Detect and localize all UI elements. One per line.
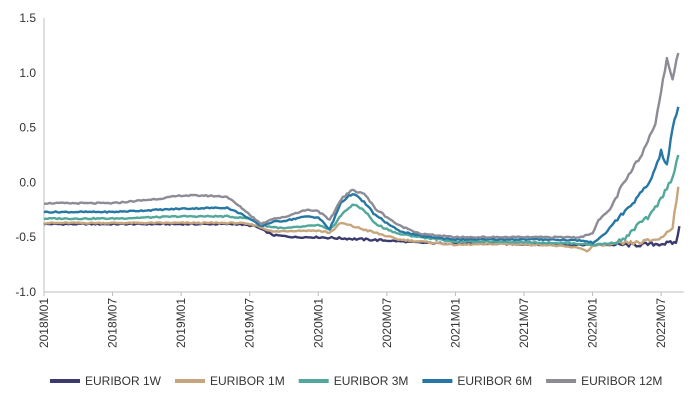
- legend-label-euribor-12m: EURIBOR 12M: [581, 374, 662, 388]
- legend-label-euribor-1w: EURIBOR 1W: [85, 374, 162, 388]
- y-tick-label: -1.0: [15, 285, 36, 299]
- x-tick-label: 2018M01: [37, 298, 51, 348]
- y-tick-label: 0.0: [19, 175, 36, 189]
- series-line-euribor-1w: [43, 222, 681, 248]
- x-tick-label: 2019M07: [243, 298, 257, 348]
- x-tick-label: 2022M07: [654, 298, 668, 348]
- x-tick-label: 2021M07: [517, 298, 531, 348]
- series-line-euribor-12m: [43, 52, 680, 240]
- series-line-euribor-3m: [43, 154, 680, 247]
- legend-label-euribor-6m: EURIBOR 6M: [457, 374, 532, 388]
- y-tick-label: -0.5: [15, 230, 36, 244]
- x-tick-label: 2020M07: [380, 298, 394, 348]
- y-tick-label: 1.0: [19, 66, 36, 80]
- axes: [43, 18, 684, 293]
- x-tick-label: 2018M07: [106, 298, 120, 348]
- y-tick-labels: 1.5 1.0 0.5 0.0 -0.5 -1.0: [15, 11, 36, 299]
- legend: EURIBOR 1W EURIBOR 1M EURIBOR 3M EURIBOR 6M…: [50, 374, 662, 388]
- x-tick-label: 2022M01: [586, 298, 600, 348]
- legend-label-euribor-1m: EURIBOR 1M: [210, 374, 285, 388]
- y-tick-label: 1.5: [19, 11, 36, 25]
- series-line-euribor-6m: [43, 106, 680, 245]
- x-tick-label: 2020M01: [311, 298, 325, 348]
- x-tick-label: 2021M01: [448, 298, 462, 348]
- x-tick-labels: 2018M01 2018M07 2019M01 2019M07 2020M01 2020M…: [37, 292, 668, 348]
- y-tick-label: 0.5: [19, 121, 36, 135]
- x-tick-label: 2019M01: [174, 298, 188, 348]
- series-line-euribor-1m: [43, 186, 680, 253]
- legend-label-euribor-3m: EURIBOR 3M: [334, 374, 409, 388]
- series-lines: [43, 52, 681, 253]
